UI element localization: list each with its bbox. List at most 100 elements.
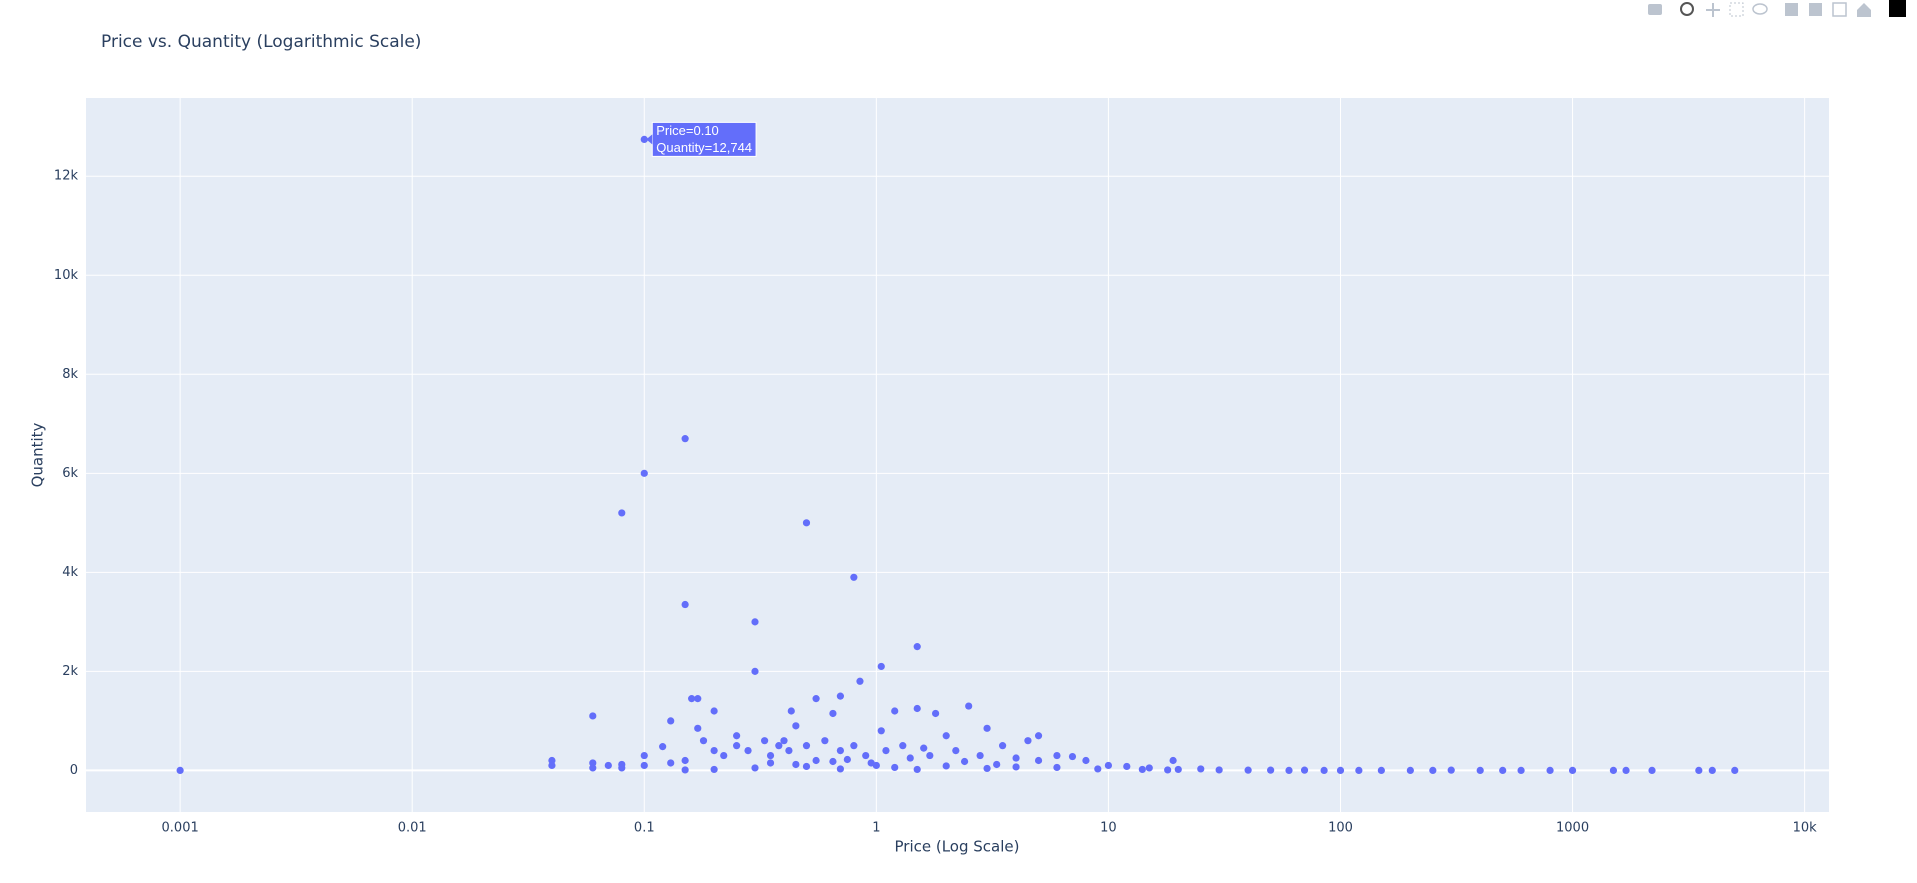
point [785,747,793,755]
points [176,135,1739,775]
point [1138,765,1146,774]
point [993,760,1001,769]
point [744,747,752,755]
point [1012,754,1020,762]
y-tick-label: 6k [62,466,78,481]
point [882,747,890,755]
point [1197,765,1205,773]
point [942,762,950,770]
point [640,469,648,477]
point [1320,766,1328,775]
point [913,643,921,651]
point [812,695,820,703]
point [1708,766,1716,775]
zoom-in-icon[interactable] [1785,3,1798,16]
point [604,761,612,770]
point [1215,766,1223,774]
point [618,509,626,517]
plotly-logo[interactable] [1889,0,1906,17]
point [867,759,875,767]
point [891,707,899,715]
point [1169,756,1177,765]
point [1476,766,1484,775]
point [548,756,556,765]
point [1068,752,1077,761]
point [843,755,851,764]
y-tick-label: 8k [62,367,78,382]
point [1053,763,1061,772]
point [1517,766,1525,775]
chart-title: Price vs. Quantity (Logarithmic Scale) [101,32,421,52]
point [1164,766,1172,774]
point [694,695,702,703]
point [699,737,708,745]
point [920,744,928,752]
x-tick-label: 10 [1100,821,1117,836]
reset-icon[interactable] [1857,3,1871,17]
point [775,742,783,750]
point [952,747,960,755]
point [976,751,984,760]
point [694,724,702,732]
autoscale-icon[interactable] [1832,2,1847,17]
point [856,677,864,685]
point [787,707,795,715]
point [913,704,921,713]
point [899,742,907,750]
point [733,742,741,750]
point [640,135,648,143]
hover-label: Price=0.10 Quantity=12,744 [646,121,757,157]
point [821,737,829,745]
hover-box [651,121,757,157]
point [1429,766,1437,775]
hover-pointer [646,134,653,145]
point [1622,766,1630,775]
select-icon[interactable] [1729,2,1744,17]
x-tick-label: 1000 [1556,821,1589,836]
point [792,722,800,730]
point [1300,766,1309,774]
point [942,732,950,740]
zoom-icon[interactable] [1680,2,1694,16]
point [877,662,885,671]
point [877,727,885,735]
point [1024,737,1032,745]
point [802,762,811,771]
point [761,737,769,745]
point [1609,766,1618,775]
point [1123,762,1131,771]
point [667,759,675,767]
hover-text: Price=0.10 [656,123,719,138]
point [931,709,940,718]
point [640,751,648,760]
point [1377,766,1385,775]
point [1012,763,1020,771]
point [1034,756,1043,765]
point [1104,761,1113,770]
point [792,760,800,769]
y-tick-label: 2k [62,664,78,679]
camera-icon[interactable] [1648,4,1662,15]
lasso-icon[interactable] [1752,3,1768,15]
point [618,764,626,772]
point [802,742,811,750]
point [829,757,837,766]
point [688,695,696,703]
point [960,757,969,766]
pan-icon[interactable] [1706,3,1720,17]
point [1695,766,1703,775]
hover-text: Quantity=12,744 [656,140,752,155]
point [836,692,844,700]
y-tick-label: 10k [54,268,79,283]
point [802,519,811,527]
x-axis-title: Price (Log Scale) [895,838,1020,856]
point [1499,766,1507,775]
point [1094,765,1102,773]
x-tick-label: 0.1 [634,821,655,836]
point [681,756,689,765]
point [589,759,597,767]
zoom-out-icon[interactable] [1809,3,1822,16]
y-tick-label: 0 [70,763,78,778]
